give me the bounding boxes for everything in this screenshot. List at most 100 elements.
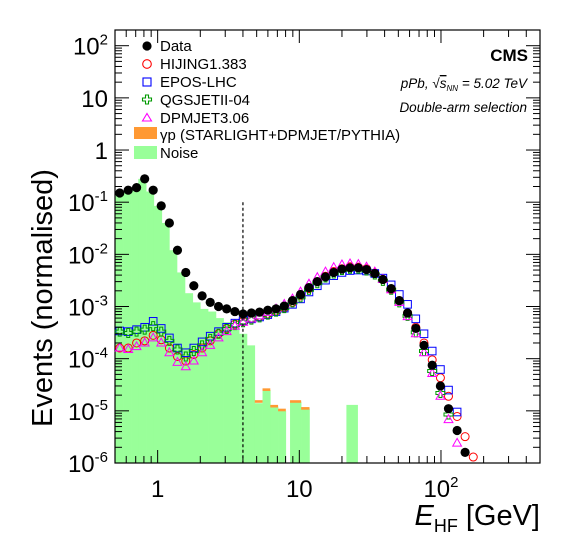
noise-bar (254, 403, 263, 463)
legend-label: Data (160, 38, 192, 55)
point-dot (230, 306, 240, 317)
data-points (114, 174, 478, 462)
noise-bar (131, 187, 139, 463)
point-triangle (213, 332, 224, 342)
x-axis-subscript: HF (434, 516, 458, 536)
x-tick-exponent: 2 (450, 474, 458, 491)
noise-bar (200, 308, 209, 463)
point-dot (353, 263, 363, 273)
point-triangle (114, 342, 125, 352)
noise-bar (278, 410, 287, 463)
photoproduction-bar (270, 404, 279, 408)
point-dot (197, 291, 207, 301)
point-cross (172, 344, 183, 355)
y-tick-label: 10-4 (68, 345, 108, 374)
legend-entry-epos: EPOS-LHC (142, 74, 237, 91)
point-dot (452, 425, 462, 436)
point-triangle (418, 346, 430, 357)
noise-bar (223, 322, 232, 463)
x-tick-base: 10 (286, 476, 313, 503)
sqrt-s: s (440, 76, 447, 91)
axes-frame (114, 29, 541, 464)
point-dot (222, 304, 232, 314)
y-tick-base: 10 (73, 34, 100, 61)
x-axis-unit: [GeV] (466, 500, 540, 532)
point-triangle (139, 337, 150, 347)
noise-bar (301, 408, 310, 463)
point-triangle (204, 339, 216, 349)
point-square (403, 300, 412, 309)
y-axis-title: Events (normalised) (27, 169, 59, 427)
point-dot (378, 274, 388, 285)
y-tick-label: 10 (81, 86, 108, 113)
point-square (156, 324, 166, 333)
point-triangle (122, 343, 134, 353)
legend-label: γp (STARLIGHT+DPMJET/PYTHIA) (160, 127, 400, 144)
y-tick-exponent: -1 (95, 188, 108, 205)
noise-bar (246, 345, 256, 463)
point-dot (156, 201, 166, 211)
noise-bar (161, 222, 170, 463)
legend-marker-circle (142, 59, 152, 69)
noise-bar (208, 311, 217, 463)
point-dot (115, 188, 125, 198)
experiment-label: CMS (490, 46, 528, 65)
point-dot (386, 284, 396, 294)
point-triangle (221, 325, 232, 336)
x-axis-ticks: 1 10 102 (114, 30, 541, 503)
y-tick-base: 10 (68, 190, 95, 217)
point-circle (435, 373, 445, 383)
sqrt-symbol: √ (432, 76, 440, 91)
y-tick-exponent: -2 (95, 240, 108, 257)
noise-bar (290, 401, 302, 463)
photoproduction-bar (254, 400, 263, 403)
legend-swatch-noise (134, 146, 157, 159)
x-tick-label: 102 (423, 474, 458, 503)
point-cross (131, 326, 142, 337)
point-dot (287, 295, 298, 306)
point-triangle (229, 320, 241, 330)
legend-label: DPMJET3.06 (160, 110, 249, 127)
legend-entry-data: Data (142, 38, 192, 55)
point-square (419, 329, 429, 339)
noise-bar (138, 178, 147, 463)
point-triangle (131, 340, 142, 351)
point-cross (139, 324, 150, 335)
collision-system: pPb, (400, 76, 433, 91)
point-square (197, 337, 207, 347)
photoproduction-bar (290, 400, 302, 403)
legend-entry-photoproduction: γp (STARLIGHT+DPMJET/PYTHIA) (134, 127, 400, 144)
point-dot (435, 381, 446, 391)
y-tick-base: 10 (81, 86, 108, 113)
point-square (436, 365, 445, 374)
y-tick-base: 10 (68, 347, 95, 374)
point-dot (140, 174, 150, 184)
photoproduction-bar (278, 408, 286, 412)
point-square (165, 333, 174, 343)
legend-marker-square (142, 77, 152, 87)
point-triangle (435, 390, 446, 400)
point-dot (263, 305, 273, 315)
point-dot (295, 289, 306, 300)
legend-label: EPOS-LHC (160, 74, 237, 91)
point-triangle (155, 337, 167, 347)
legend-label: QGSJETII-04 (160, 92, 250, 109)
x-tick-base: 10 (423, 476, 450, 503)
y-tick-base: 10 (68, 399, 95, 426)
point-dot (337, 264, 347, 274)
point-dot (320, 272, 331, 282)
point-dot (329, 267, 339, 278)
point-cross (180, 351, 191, 362)
noise-bar (123, 191, 132, 464)
noise-bar (192, 302, 201, 463)
point-triangle (164, 346, 175, 357)
legend-swatch-photoproduction (134, 127, 157, 139)
point-square (411, 314, 421, 324)
point-dot (304, 283, 314, 293)
noise-bar (239, 333, 248, 463)
point-dot (411, 323, 421, 334)
point-dot (427, 360, 437, 370)
point-triangle (180, 360, 192, 371)
legend-entry-qgsjet: QGSJETII-04 (141, 92, 250, 109)
